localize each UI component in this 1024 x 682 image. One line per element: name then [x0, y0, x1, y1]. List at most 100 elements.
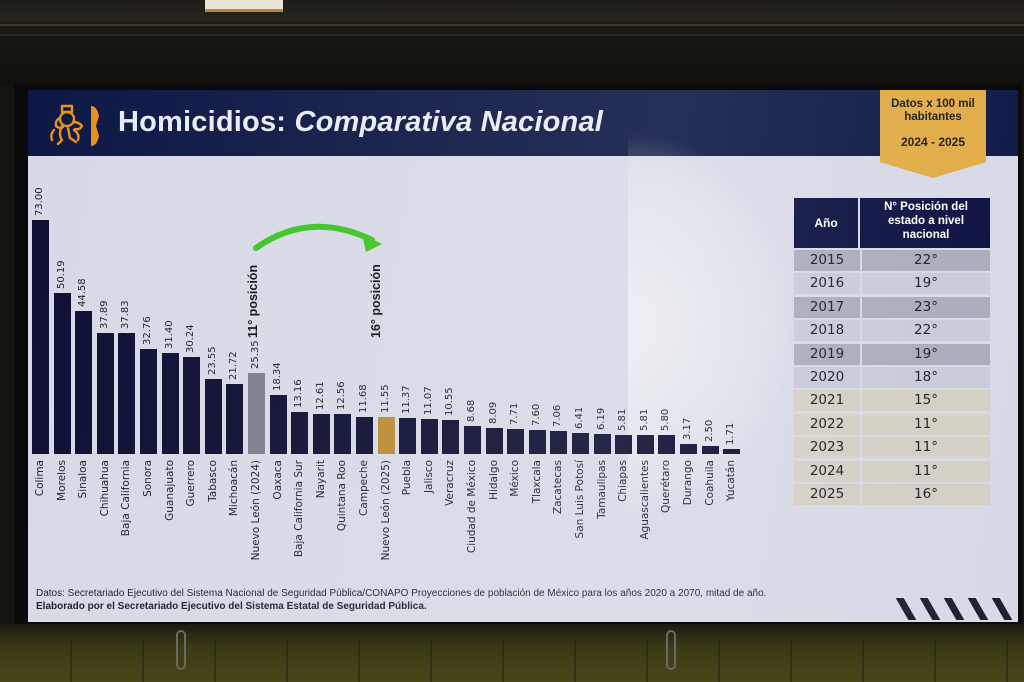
bar-value-label: 37.89	[98, 299, 110, 329]
year-cell: 2024	[794, 460, 860, 482]
bar-puebla	[399, 417, 417, 454]
bar-quintana-roo	[334, 413, 352, 454]
bar-sonora	[140, 348, 157, 454]
category-label: San Luis Potosí	[574, 460, 586, 539]
category-label: Veracruz	[444, 460, 457, 506]
bar-value-label: 12.61	[314, 380, 326, 410]
category-label: Nayarit	[314, 460, 327, 499]
source-note: Datos: Secretariado Ejecutivo del Sistem…	[36, 588, 767, 599]
bar-tamaulipas	[593, 434, 611, 454]
bar-ciudad-de-m-xico	[464, 426, 481, 454]
category-label: Oaxaca	[271, 460, 284, 500]
bar-baja-california	[118, 332, 136, 454]
table-header: Año N° Posición del estado a nivel nacio…	[794, 198, 990, 248]
bar-value-label: 8.68	[466, 399, 477, 423]
year-cell: 2017	[794, 296, 860, 318]
bar-quer-taro	[658, 435, 676, 454]
slide-title: Homicidios: Comparativa Nacional	[118, 106, 603, 139]
category-label: Baja California Sur	[293, 460, 306, 558]
table-row: 2015 22°	[794, 250, 990, 271]
tile-pattern	[0, 640, 1024, 682]
bar-jalisco	[420, 418, 438, 454]
year-cell: 2015	[794, 250, 860, 271]
bar-value-label: 21.72	[228, 351, 240, 381]
wall-trim	[0, 34, 1024, 36]
category-label: Ciudad de México	[466, 460, 478, 554]
bar-colima	[32, 220, 49, 454]
bar-tabasco	[204, 378, 222, 454]
year-cell: 2016	[794, 273, 860, 295]
slide-header: Homicidios: Comparativa Nacional	[28, 90, 1018, 156]
position-cell: 22°	[862, 250, 990, 271]
bar-value-label: 11.07	[422, 385, 434, 415]
category-label: Jalisco	[422, 460, 435, 494]
table-row: 2023 11°	[794, 437, 990, 459]
annotation-11-position: 11° posición	[246, 264, 260, 338]
curved-arrow-icon	[253, 223, 382, 252]
lion-crest-icon	[50, 104, 99, 146]
category-label: Quintana Roo	[336, 460, 349, 532]
position-cell: 22°	[862, 320, 990, 342]
bar-nuevo-le-n-2025-	[377, 416, 395, 454]
paper-note	[205, 0, 283, 12]
bar-sinaloa	[75, 311, 93, 454]
title-italic: Comparativa Nacional	[294, 106, 604, 138]
floor-background	[0, 624, 1024, 682]
badge-line1: Datos x 100 mil	[891, 98, 975, 110]
category-label: Nuevo León (2024)	[250, 460, 262, 561]
bar-oaxaca	[269, 395, 287, 454]
bar-baja-california-sur	[291, 411, 309, 454]
monitor-mount	[666, 630, 676, 670]
bar-value-label: 11.68	[358, 383, 369, 413]
presentation-slide: Homicidios: Comparativa Nacional Datos x…	[28, 90, 1018, 622]
bar-value-label: 31.40	[163, 320, 175, 350]
table-row: 2017 23°	[794, 296, 990, 318]
category-label: Chiapas	[617, 460, 630, 502]
bar-value-label: 25.35	[250, 340, 261, 369]
category-label: Colima	[34, 460, 46, 497]
category-label: Campeche	[358, 460, 370, 517]
category-label: Puebla	[401, 460, 414, 496]
category-label: Tlaxcala	[530, 460, 543, 504]
slide-footer: Datos: Secretariado Ejecutivo del Sistem…	[36, 588, 766, 612]
category-label: Durango	[682, 460, 694, 506]
table-row: 2021 15°	[794, 390, 990, 412]
bar-value-label: 12.56	[336, 381, 348, 410]
bar-value-label: 3.17	[682, 417, 693, 440]
category-label: Guerrero	[185, 460, 198, 507]
bar-nayarit	[312, 413, 330, 454]
year-cell: 2025	[794, 484, 860, 505]
category-label: Tabasco	[206, 460, 219, 502]
bar-value-label: 6.19	[595, 407, 607, 431]
badge-years: 2024 - 2025	[900, 135, 966, 149]
bar-nuevo-le-n-2024-	[248, 372, 265, 454]
bar-value-label: 23.55	[206, 345, 218, 375]
position-cell: 16°	[862, 484, 990, 505]
header-position: N° Posición del estado a nivel nacional	[884, 201, 968, 241]
category-label: Coahuila	[703, 460, 716, 506]
year-cell: 2023	[794, 437, 860, 459]
position-cell: 15°	[862, 390, 990, 412]
position-cell: 11°	[862, 413, 990, 435]
category-label: Aguascalientes	[638, 460, 651, 540]
bar-veracruz	[442, 420, 460, 454]
monitor-mount	[176, 630, 186, 670]
bar-durango	[680, 443, 697, 454]
position-cell: 19°	[862, 273, 990, 295]
position-cell: 11°	[862, 437, 990, 459]
wall-background	[0, 0, 1024, 86]
bar-value-label: 5.81	[638, 409, 650, 432]
bar-tlaxcala	[528, 429, 546, 454]
year-cell: 2020	[794, 367, 860, 388]
bar-value-label: 18.34	[271, 362, 283, 392]
table-row: 2019 19°	[794, 343, 990, 365]
table-row: 2018 22°	[794, 320, 990, 342]
year-cell: 2018	[794, 320, 860, 342]
bar-value-label: 37.83	[120, 300, 132, 329]
bar-yucat-n	[723, 448, 741, 454]
bar-guerrero	[183, 357, 201, 454]
bar-value-label: 11.55	[379, 384, 391, 413]
bar-value-label: 11.37	[401, 384, 413, 414]
table-row: 2025 16°	[794, 484, 990, 505]
